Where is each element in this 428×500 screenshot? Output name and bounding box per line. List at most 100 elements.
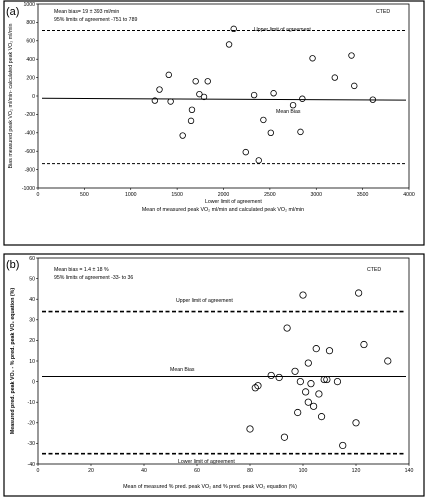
x-tick-label: 3000 — [310, 192, 322, 198]
data-point — [317, 413, 326, 421]
y-tick-label: 200 — [26, 75, 35, 81]
panel-a-letter: (a) — [6, 6, 19, 18]
panel-b-points — [246, 289, 392, 450]
x-tick-label: 0 — [37, 192, 40, 198]
panel-a-upper-limit-label: Upper limit of agreement — [254, 27, 311, 33]
panel-b-stats-line-2: 95% limits of agreement -33- to 36 — [54, 275, 133, 281]
panel-a-reference-lines — [41, 29, 407, 165]
x-tick-label: 1000 — [125, 192, 137, 198]
x-tick-label: 2000 — [218, 192, 230, 198]
y-tick-label: -40 — [28, 462, 36, 468]
panel-b-frame — [3, 253, 425, 497]
panel-b-upper-limit-label: Upper limit of agreement — [176, 298, 233, 304]
mean-bias-line — [41, 97, 407, 101]
x-tick-label: 80 — [247, 468, 253, 474]
data-point — [302, 388, 310, 396]
data-point — [309, 402, 318, 410]
data-point — [339, 441, 347, 450]
y-tick-label: -30 — [28, 441, 36, 447]
panel-b-mean-bias-label: Mean Bias — [170, 367, 195, 373]
data-point — [250, 91, 258, 99]
x-tick-label: 4000 — [403, 192, 415, 198]
data-point — [192, 78, 199, 85]
panel-b-y-ticks: -40 -30 -20 -10 0 10 20 30 40 50 60 — [28, 256, 38, 468]
data-point — [270, 90, 277, 97]
panel-a-corner-label: CTED — [376, 9, 390, 15]
panel-a-mean-bias-label: Mean Bias — [276, 109, 301, 115]
x-tick-label: 120 — [352, 468, 361, 474]
panel-a: (a) -1000 -800 -600 -400 -200 0 200 400 600 800 10… — [3, 0, 425, 246]
y-tick-label: 0 — [32, 94, 35, 100]
data-point — [325, 347, 334, 355]
data-point — [323, 375, 331, 384]
panel-b-y-axis-label: Measured pred. peak VO₂ - % pred. peak V… — [10, 288, 16, 435]
data-point — [369, 96, 377, 103]
data-point — [360, 340, 368, 349]
data-point — [167, 98, 174, 105]
data-point — [275, 373, 283, 382]
panel-a-x-axis-label: Mean of measured peak VO₂ ml/min and cal… — [142, 207, 304, 213]
data-point — [179, 132, 186, 139]
panel-b-x-axis-label: Mean of measured % pred. peak VO₂ and % … — [123, 484, 297, 490]
x-tick-label: 40 — [141, 468, 147, 474]
data-point — [289, 101, 297, 109]
data-point — [204, 78, 211, 85]
data-point — [294, 408, 302, 417]
data-point — [299, 95, 306, 102]
data-point — [299, 291, 307, 299]
y-tick-label: 50 — [29, 276, 35, 282]
data-point — [165, 71, 172, 79]
y-tick-label: 800 — [26, 20, 35, 26]
data-point — [188, 106, 196, 113]
y-tick-label: 10 — [29, 359, 35, 365]
data-point — [304, 359, 312, 367]
panel-a-points — [151, 25, 377, 164]
data-point — [315, 390, 323, 398]
data-point — [312, 345, 320, 353]
panel-b-stats-line-1: Mean bias = 1.4 ± 18 % — [54, 267, 109, 273]
y-tick-label: 60 — [29, 256, 35, 262]
x-tick-label: 100 — [299, 468, 308, 474]
panel-b-lower-limit-label: Lower limit of agreement — [178, 459, 235, 465]
data-point — [297, 128, 304, 136]
panel-a-y-axis-label: Bias measured peak VO₂ ml/min- calculate… — [8, 24, 14, 169]
y-tick-label: -800 — [25, 167, 35, 173]
data-point — [200, 93, 208, 101]
data-point — [260, 116, 267, 124]
data-point — [246, 425, 254, 433]
panel-b-x-ticks: 0 20 40 60 80 100 120 140 — [37, 464, 414, 474]
y-tick-label: -1000 — [22, 186, 35, 192]
data-point — [196, 90, 203, 98]
panel-a-stats-line-1: Mean bias= 19 ± 393 ml/min — [54, 9, 119, 15]
data-point — [251, 384, 259, 392]
data-point — [348, 52, 355, 59]
data-point — [230, 25, 237, 33]
data-point — [156, 86, 163, 93]
x-tick-label: 60 — [194, 468, 200, 474]
data-point — [352, 419, 360, 427]
data-point — [355, 289, 363, 297]
panel-a-frame — [3, 0, 425, 246]
data-point — [307, 380, 315, 388]
data-point — [331, 74, 338, 81]
y-tick-label: -200 — [25, 112, 35, 118]
x-tick-label: 20 — [88, 468, 94, 474]
panel-a-y-ticks: -1000 -800 -600 -400 -200 0 200 400 600 800 1000 — [22, 2, 38, 192]
data-point — [267, 129, 275, 136]
x-tick-label: 500 — [80, 192, 89, 198]
data-point — [225, 41, 233, 48]
panel-a-stats-line-2: 95% limits of agreement -751 to 789 — [54, 17, 137, 23]
y-tick-label: 0 — [32, 379, 35, 385]
data-point — [309, 55, 316, 62]
x-tick-label: 140 — [405, 468, 414, 474]
panel-a-x-ticks: 0 500 1000 1500 2000 2500 3000 3500 4000 — [37, 188, 415, 198]
y-tick-label: 600 — [26, 39, 35, 45]
y-tick-label: -400 — [25, 131, 35, 137]
x-tick-label: 3500 — [357, 192, 369, 198]
panel-b-corner-label: CTED — [367, 267, 381, 273]
data-point — [333, 377, 342, 386]
y-tick-label: 20 — [29, 338, 35, 344]
data-point — [304, 398, 312, 406]
y-tick-label: -10 — [28, 400, 36, 406]
